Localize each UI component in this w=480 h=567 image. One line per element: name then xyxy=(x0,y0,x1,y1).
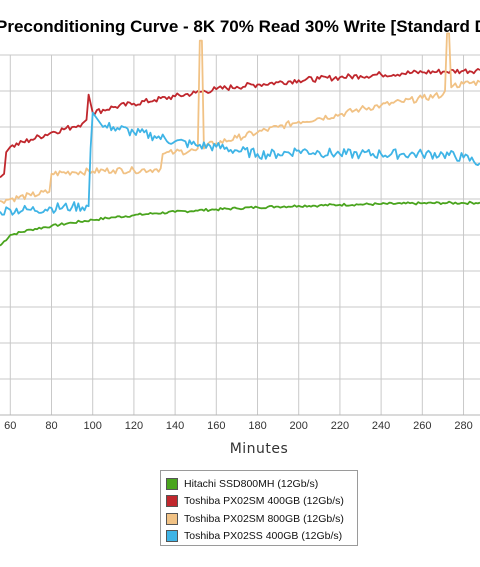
grid-lines xyxy=(0,54,480,416)
x-tick-label: 260 xyxy=(413,420,431,432)
legend-swatch xyxy=(166,512,178,525)
series-line-1 xyxy=(0,68,480,179)
x-tick-label: 80 xyxy=(45,420,57,432)
series-line-0 xyxy=(0,200,480,247)
x-tick-label: 60 xyxy=(4,420,16,432)
legend-item: Toshiba PX02SM 800GB (12Gb/s) xyxy=(166,510,357,528)
legend-swatch xyxy=(166,495,178,508)
chart-legend: Hitachi SSD800MH (12Gb/s) Toshiba PX02SM … xyxy=(160,470,358,546)
x-tick-label: 180 xyxy=(248,420,266,432)
chart-title-text: Preconditioning Curve - 8K 70% Read 30% … xyxy=(0,17,480,36)
x-tick-label: 220 xyxy=(331,420,349,432)
x-tick-label: 280 xyxy=(454,420,472,432)
legend-swatch xyxy=(166,530,178,543)
legend-item: Toshiba PX02SS 400GB (12Gb/s) xyxy=(166,528,357,546)
legend-label: Toshiba PX02SM 800GB (12Gb/s) xyxy=(184,512,344,525)
legend-swatch xyxy=(166,477,178,490)
x-axis-label: Minutes xyxy=(229,441,289,457)
legend-item: Toshiba PX02SM 400GB (12Gb/s) xyxy=(166,493,357,511)
series-lines xyxy=(0,32,480,247)
x-tick-label: 200 xyxy=(290,420,308,432)
legend-label: Toshiba PX02SS 400GB (12Gb/s) xyxy=(184,530,343,543)
series-line-2 xyxy=(0,32,480,205)
legend-label: Hitachi SSD800MH (12Gb/s) xyxy=(184,477,319,490)
chart-title: Preconditioning Curve - 8K 70% Read 30% … xyxy=(0,17,480,43)
x-tick-label: 100 xyxy=(84,420,102,432)
x-axis-ticks: 60 80 100 120 140 160 180 200 220 240 260 280 xyxy=(4,420,473,432)
x-tick-label: 160 xyxy=(207,420,225,432)
legend-label: Toshiba PX02SM 400GB (12Gb/s) xyxy=(184,495,344,508)
x-tick-label: 240 xyxy=(372,420,390,432)
legend-item: Hitachi SSD800MH (12Gb/s) xyxy=(166,475,357,493)
x-tick-label: 120 xyxy=(125,420,143,432)
x-tick-label: 140 xyxy=(166,420,184,432)
series-line-3 xyxy=(0,111,480,216)
